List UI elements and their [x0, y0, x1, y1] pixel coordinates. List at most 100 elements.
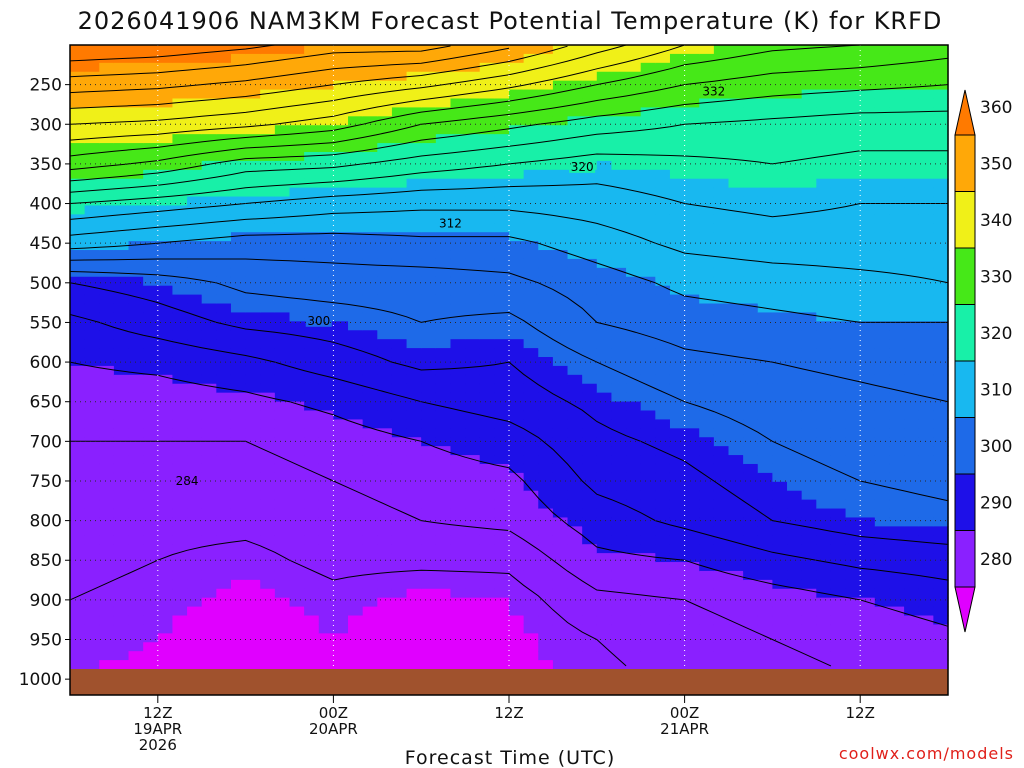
heatmap-cell — [933, 606, 949, 617]
heatmap-cell — [143, 553, 159, 563]
heatmap-cell — [816, 267, 832, 278]
heatmap-cell — [201, 562, 217, 572]
heatmap-cell — [757, 53, 773, 64]
heatmap-cell — [362, 410, 378, 420]
heatmap-cell — [509, 419, 525, 429]
heatmap-cell — [70, 651, 86, 661]
heatmap-cell — [552, 365, 569, 376]
heatmap-cell — [216, 365, 232, 376]
heatmap-cell — [816, 143, 832, 153]
heatmap-cell — [465, 570, 481, 581]
heatmap-cell — [611, 553, 627, 563]
contour-line-286 — [70, 440, 832, 667]
heatmap-cell — [801, 535, 817, 545]
heatmap-cell — [157, 285, 174, 296]
heatmap-cell — [274, 553, 291, 563]
heatmap-cell — [494, 89, 510, 100]
heatmap-cell — [552, 267, 569, 278]
heatmap-cell — [626, 294, 642, 305]
heatmap-cell — [640, 294, 656, 305]
heatmap-cell — [611, 588, 627, 599]
heatmap-cell — [201, 508, 217, 519]
heatmap-cell — [465, 303, 481, 314]
heatmap-cell — [465, 214, 481, 224]
heatmap-cell — [640, 196, 656, 207]
heatmap-cell — [655, 80, 671, 91]
heatmap-cell — [406, 89, 422, 100]
heatmap-cell — [187, 490, 203, 501]
heatmap-cell — [845, 588, 861, 599]
heatmap-cell — [84, 258, 100, 269]
heatmap-cell — [216, 339, 232, 349]
heatmap-cell — [99, 597, 115, 608]
heatmap-cell — [830, 642, 847, 652]
heatmap-cell — [362, 526, 378, 536]
heatmap-cell — [874, 642, 891, 652]
heatmap-cell — [406, 383, 422, 394]
heatmap-cell — [245, 437, 261, 447]
heatmap-cell — [860, 285, 876, 296]
heatmap-cell — [260, 455, 276, 465]
heatmap-cell — [918, 392, 934, 403]
heatmap-cell — [801, 98, 817, 108]
heatmap-cell — [757, 339, 773, 349]
heatmap-cell — [552, 223, 569, 233]
heatmap-cell — [830, 294, 847, 305]
heatmap-cell — [304, 357, 320, 367]
heatmap-cell — [289, 481, 305, 492]
heatmap-cell — [391, 526, 408, 536]
heatmap-cell — [304, 285, 320, 296]
heatmap-cell — [333, 517, 349, 527]
heatmap-cell — [728, 294, 744, 305]
heatmap-cell — [113, 160, 130, 171]
heatmap-cell — [787, 615, 803, 626]
heatmap-cell — [143, 472, 159, 483]
heatmap-cell — [230, 267, 247, 278]
heatmap-cell — [640, 312, 656, 322]
heatmap-cell — [245, 187, 261, 198]
heatmap-cell — [318, 401, 334, 412]
heatmap-cell — [201, 357, 217, 367]
heatmap-cell — [699, 410, 715, 420]
heatmap-cell — [640, 588, 656, 599]
heatmap-cell — [567, 651, 583, 661]
heatmap-cell — [187, 89, 203, 100]
heatmap-cell — [904, 562, 920, 572]
heatmap-cell — [187, 383, 203, 394]
heatmap-cell — [860, 660, 876, 670]
heatmap-cell — [699, 615, 715, 626]
heatmap-cell — [538, 499, 554, 510]
heatmap-cell — [289, 463, 305, 474]
heatmap-cell — [362, 544, 378, 554]
heatmap-cell — [260, 339, 276, 349]
heatmap-cell — [552, 214, 569, 224]
heatmap-cell — [143, 80, 159, 91]
heatmap-cell — [640, 606, 656, 617]
heatmap-cell — [918, 553, 934, 563]
heatmap-cell — [699, 597, 715, 608]
heatmap-cell — [523, 80, 539, 91]
heatmap-cell — [933, 232, 949, 242]
heatmap-cell — [99, 490, 115, 501]
heatmap-cell — [421, 258, 437, 269]
heatmap-cell — [889, 71, 905, 82]
heatmap-cell — [728, 624, 744, 634]
heatmap-cell — [201, 463, 217, 474]
heatmap-cell — [567, 588, 583, 599]
heatmap-cell — [772, 446, 788, 456]
heatmap-cell — [406, 455, 422, 465]
heatmap-cell — [421, 294, 437, 305]
heatmap-cell — [626, 481, 642, 492]
heatmap-cell — [465, 410, 481, 420]
heatmap-cell — [509, 89, 525, 100]
heatmap-cell — [757, 562, 773, 572]
heatmap-cell — [84, 98, 100, 108]
heatmap-cell — [260, 267, 276, 278]
heatmap-cell — [391, 285, 408, 296]
heatmap-cell — [889, 428, 905, 438]
heatmap-cell — [772, 472, 788, 483]
heatmap-cell — [918, 642, 934, 652]
heatmap-cell — [655, 45, 671, 55]
heatmap-cell — [845, 143, 861, 153]
heatmap-cell — [479, 196, 495, 207]
